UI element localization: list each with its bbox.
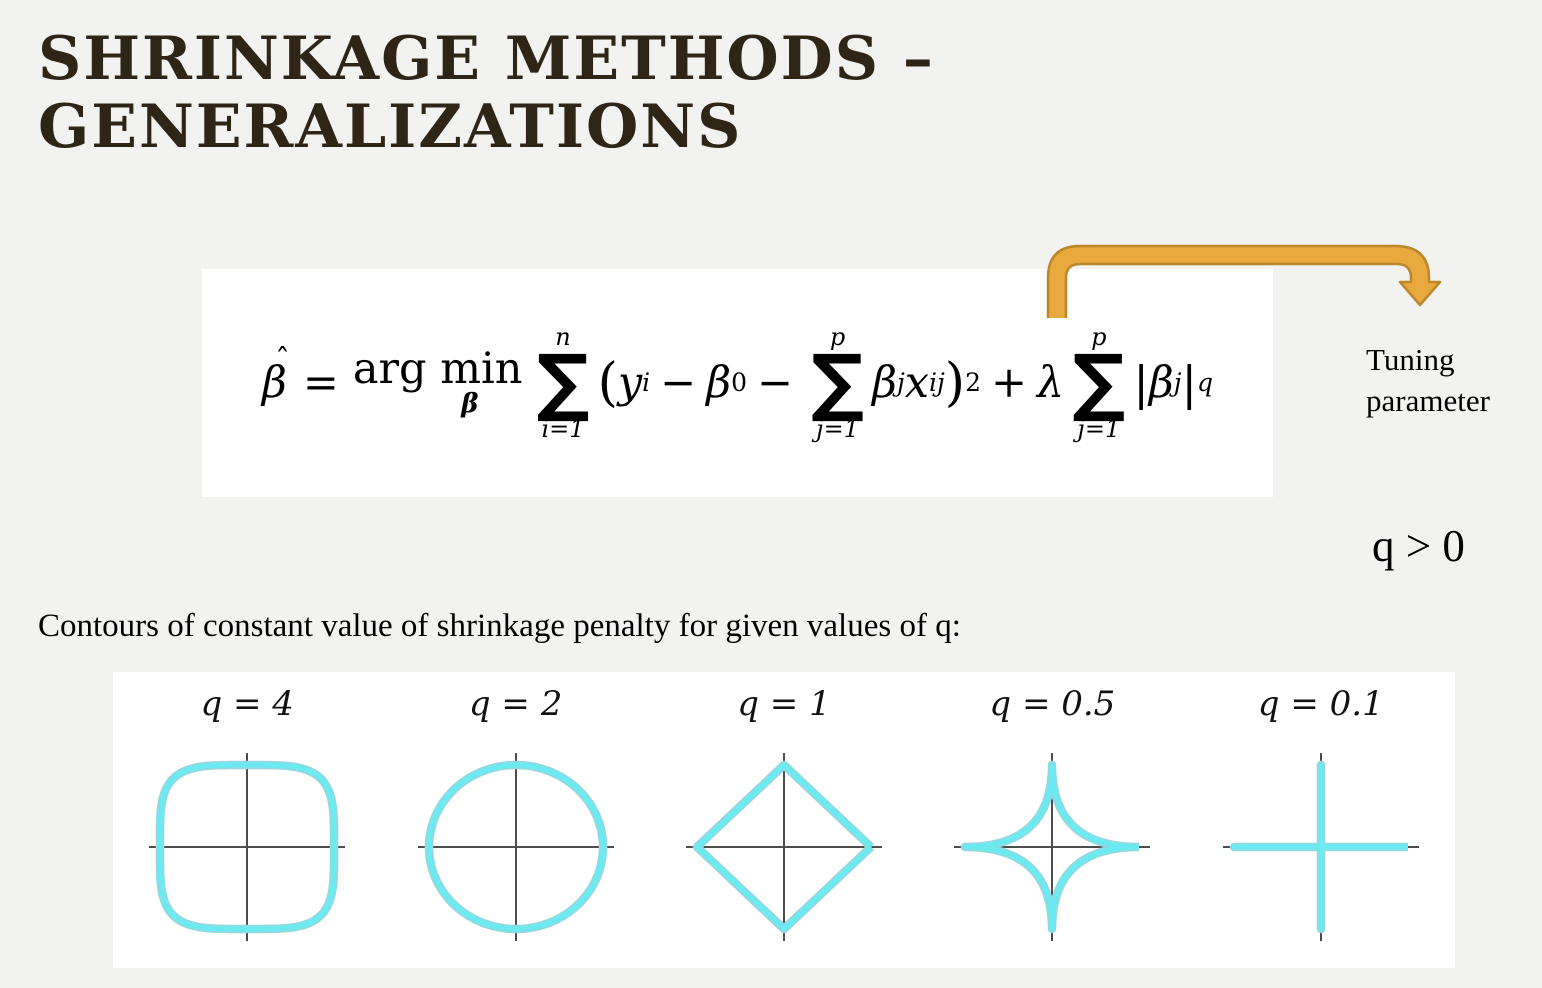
q-superscript: q: [1197, 368, 1214, 398]
contour-line: [157, 762, 337, 932]
beta-j-variable: β: [872, 357, 897, 408]
beta0-variable: β: [706, 357, 732, 408]
abs-bar-right: |: [1181, 355, 1198, 410]
contour-plot-q-4: [149, 752, 346, 941]
sum-upper-limit: p: [829, 323, 846, 352]
squared-superscript: 2: [965, 368, 981, 398]
tuning-arrow-icon: [1046, 244, 1442, 318]
lambda-variable: λ: [1037, 357, 1065, 408]
left-paren: (: [597, 352, 618, 413]
slide-title-line2: GENERALIZATIONS: [38, 91, 743, 162]
equals-sign: =: [302, 357, 339, 408]
argmin-operator: arg min β: [352, 344, 523, 420]
panel-label: q = 0.5: [989, 684, 1116, 724]
beta-j-subscript: j: [896, 368, 905, 398]
contour-figure: q = 4 q = 2 q = 1 q = 0.5 q = 0.1: [113, 672, 1455, 968]
q-condition-label: q > 0: [1372, 521, 1465, 571]
argmin-beta-subscript: β: [461, 389, 479, 420]
sum-lower-limit: j=1: [1077, 414, 1121, 443]
slide-title: SHRINKAGE METHODS – GENERALIZATIONS: [38, 24, 1038, 162]
hat-accent: ˆ: [274, 342, 290, 378]
y-subscript: i: [642, 368, 651, 398]
sum-upper-limit: p: [1091, 323, 1107, 352]
contour-plot-q-1: [685, 752, 882, 941]
abs-bar-left: |: [1133, 355, 1149, 410]
sum-operator-j2: p ∑ j=1: [1072, 324, 1125, 442]
tuning-parameter-label: Tuning parameter: [1366, 342, 1490, 418]
contour-panel-q-1: q = 1: [653, 684, 915, 965]
sum-lower-limit: i=1: [541, 414, 585, 443]
contour-line: [426, 762, 606, 932]
right-paren: ): [944, 352, 966, 413]
contour-line: [694, 762, 874, 932]
sum-upper-limit: n: [555, 323, 571, 352]
minus-sign-2: −: [756, 357, 793, 408]
slide-title-line1: SHRINKAGE METHODS –: [38, 24, 935, 94]
panel-label: q = 4: [200, 684, 294, 724]
minus-sign: −: [660, 357, 697, 408]
y-variable: y: [617, 357, 643, 408]
contour-plot-q-2: [417, 752, 614, 941]
x-variable: x: [904, 357, 930, 408]
contour-panel-q-0.5: q = 0.5: [921, 684, 1183, 965]
sigma-icon: ∑: [811, 339, 865, 426]
contour-plot-q-0.1: [1222, 752, 1419, 941]
panel-label: q = 2: [468, 684, 563, 724]
sum-lower-limit: j=1: [816, 414, 859, 443]
contour-panel-q-2: q = 2: [385, 684, 647, 965]
beta0-subscript: 0: [731, 368, 747, 398]
plus-sign: +: [990, 357, 1027, 408]
sigma-icon: ∑: [1072, 339, 1126, 426]
contour-panel-q-0.1: q = 0.1: [1190, 684, 1452, 965]
sum-operator-i: n ∑ i=1: [536, 324, 589, 442]
beta-j-variable-2: β: [1148, 357, 1174, 408]
panel-label: q = 0.1: [1257, 684, 1384, 724]
beta-j-subscript-2: j: [1173, 368, 1182, 398]
tuning-arrow-shape: [1046, 244, 1442, 318]
contour-panel-q-4: q = 4: [116, 684, 378, 965]
sigma-icon: ∑: [536, 339, 590, 426]
panel-label: q = 1: [737, 684, 831, 724]
contour-plot-q-0.5: [954, 752, 1151, 941]
figure-caption: Contours of constant value of shrinkage …: [38, 608, 961, 644]
contour-line: [1231, 762, 1411, 932]
contour-line: [962, 762, 1142, 932]
x-subscript: ij: [929, 368, 945, 398]
sum-operator-j1: p ∑ j=1: [811, 324, 864, 442]
